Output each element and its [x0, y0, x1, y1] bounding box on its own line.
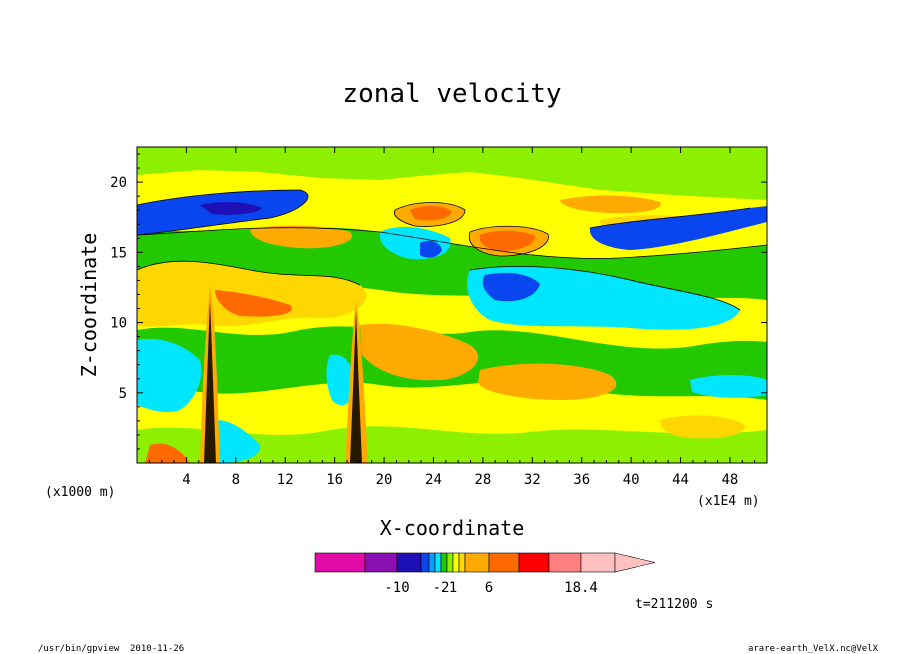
field-region	[482, 272, 540, 302]
y-axis-label: Z-coordinate	[77, 233, 101, 378]
field-region	[360, 323, 479, 381]
colorbar-label: -2	[433, 580, 450, 596]
x-tick-label: 12	[277, 472, 294, 488]
field-region	[215, 290, 292, 317]
x-tick-label: 28	[474, 472, 491, 488]
x-axis-label: X-coordinate	[380, 516, 525, 540]
colorbar-segment	[548, 552, 582, 573]
field-region	[145, 443, 190, 463]
field-region	[250, 225, 352, 249]
x-tick-label: 36	[573, 472, 590, 488]
y-tick-label: 10	[110, 316, 127, 332]
colorbar-segment	[464, 552, 490, 573]
convective-column-core	[204, 300, 216, 463]
colorbar-segment	[452, 552, 460, 573]
x-tick-label: 16	[326, 472, 343, 488]
colorbar-segment	[420, 552, 430, 573]
footer-date: 2010-11-26	[130, 644, 184, 654]
colorbar-labels: -10 -2 1 6 18.4	[384, 580, 598, 596]
footer-program: /usr/bin/gpview	[38, 644, 120, 654]
colorbar-segment	[446, 552, 454, 573]
chart-title: zonal velocity	[342, 79, 561, 109]
field-region	[478, 363, 617, 400]
x-ticks: 4 8 12 16 20 24 28 32 36 40 44 48	[148, 147, 756, 488]
x-tick-label: 32	[524, 472, 541, 488]
contour-lines	[137, 189, 767, 311]
colorbar-segment	[580, 552, 616, 573]
plot-area	[137, 147, 767, 463]
colorbar-segment	[488, 552, 520, 573]
field-region	[420, 240, 442, 258]
field-region	[479, 230, 536, 252]
plot-frame	[136, 146, 768, 464]
field-region	[660, 415, 746, 439]
x-tick-label: 4	[182, 472, 190, 488]
colorbar-extend-arrow	[614, 552, 656, 573]
footer-source: arare-earth_VelX.nc@VelX	[748, 644, 879, 654]
colorbar-segment	[434, 552, 442, 573]
colorbar-label: 6	[485, 580, 493, 596]
x-unit-label: (x1E4 m)	[697, 494, 760, 509]
x-tick-label: 8	[232, 472, 240, 488]
y-tick-label: 15	[110, 245, 127, 261]
x-tick-label: 40	[623, 472, 640, 488]
field-region	[326, 354, 355, 406]
field-region	[200, 202, 262, 215]
convective-column-core	[350, 310, 362, 463]
field-region	[137, 338, 202, 413]
x-tick-label: 20	[376, 472, 393, 488]
y-unit-label: (x1000 m)	[45, 485, 115, 500]
colorbar	[314, 552, 656, 573]
field-region	[137, 261, 367, 327]
field-region	[560, 195, 661, 214]
colorbar-segment	[428, 552, 436, 573]
x-tick-label: 44	[672, 472, 689, 488]
field-region	[410, 206, 452, 221]
x-tick-label: 48	[722, 472, 739, 488]
y-ticks: 5 10 15 20	[110, 153, 767, 450]
x-tick-label: 24	[425, 472, 442, 488]
colorbar-label: 1	[449, 580, 457, 596]
colorbar-segment	[364, 552, 398, 573]
field-region	[137, 147, 767, 200]
colorbar-label: 18.4	[564, 580, 598, 596]
field-region	[589, 206, 767, 250]
y-tick-label: 5	[119, 386, 127, 402]
colorbar-label: -10	[384, 580, 409, 596]
colorbar-segment	[314, 552, 366, 573]
time-label: t=211200 s	[635, 597, 713, 612]
colorbar-segment	[396, 552, 422, 573]
field-region	[690, 375, 767, 398]
y-tick-label: 20	[110, 175, 127, 191]
colorbar-segment	[458, 552, 466, 573]
colorbar-segment	[440, 552, 448, 573]
colorbar-segment	[518, 552, 550, 573]
field-region	[137, 426, 767, 463]
